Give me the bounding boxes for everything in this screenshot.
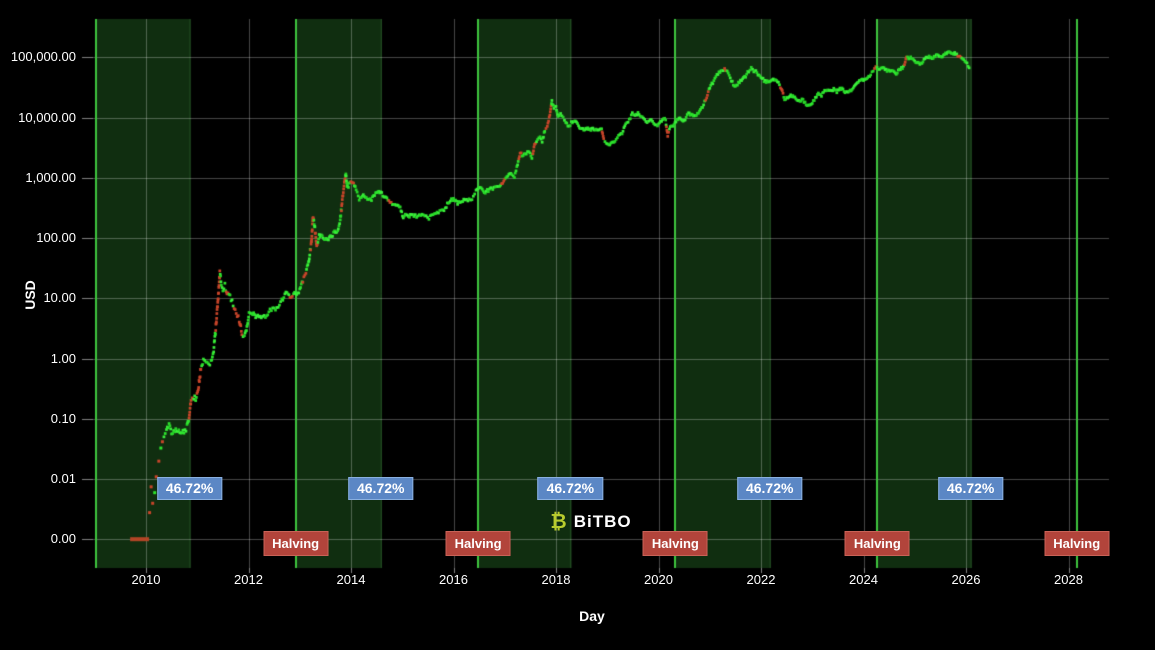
halving-badge: Halving [263,531,329,556]
x-tick-label: 2028 [1054,572,1083,587]
y-tick-label: 1,000.00 [25,169,76,185]
y-tick-label: 100,000.00 [10,49,76,65]
halving-badge: Halving [1044,531,1110,556]
x-tick-label: 2018 [541,572,571,587]
bitbo-logo: ₿ BiTBO [550,512,631,532]
x-tick-label: 2026 [951,572,981,587]
x-axis-title: Day [579,608,605,624]
x-tick-label: 2022 [746,572,776,587]
x-tick-label: 2012 [234,572,263,587]
halving-badge: Halving [844,531,910,556]
cycle-progress-badge: 46.72% [347,477,414,500]
x-tick-label: 2016 [439,572,468,587]
x-tick-label: 2010 [131,572,161,587]
x-tick-label: 2020 [644,572,673,587]
cycle-progress-badge: 46.72% [736,477,803,500]
y-tick-label: 0.01 [50,471,76,487]
cycle-progress-badge: 46.72% [937,477,1004,500]
y-tick-label: 100.00 [36,230,76,246]
y-tick-label: 0.00 [50,531,76,547]
y-tick-label: 0.10 [50,411,76,427]
bitcoin-icon: ₿ [550,511,567,533]
y-tick-label: 10,000.00 [18,109,76,125]
halving-badge: Halving [642,531,708,556]
x-tick-label: 2014 [336,572,366,587]
cycle-progress-badge: 46.72% [537,477,604,500]
halving-badge: Halving [445,531,511,556]
y-tick-label: 1.00 [50,350,76,366]
bitbo-logo-text: BiTBO [573,512,632,531]
x-tick-label: 2024 [849,572,878,587]
y-tick-label: 10.00 [43,290,76,306]
cycle-progress-badge: 46.72% [156,477,223,500]
